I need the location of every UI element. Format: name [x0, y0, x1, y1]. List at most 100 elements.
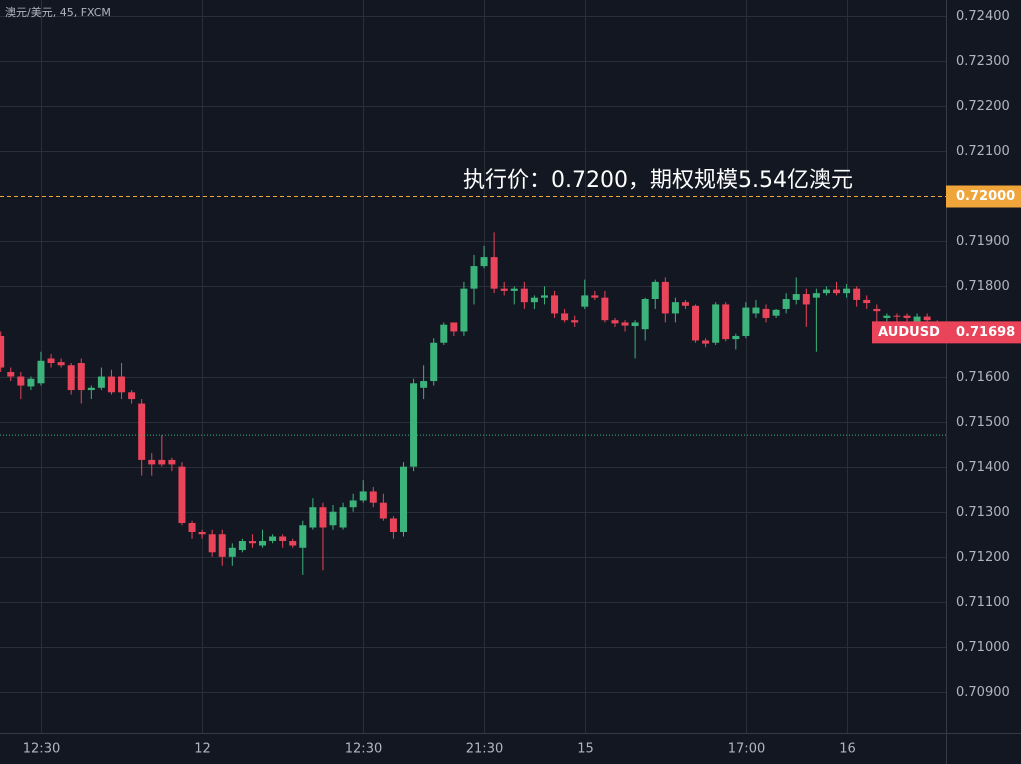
candle-body [772, 309, 780, 316]
candle-body [762, 308, 770, 318]
last-price-name-box [872, 321, 946, 344]
candle-body [319, 507, 327, 528]
candle-body [228, 547, 236, 557]
candle-body [158, 459, 166, 465]
candles [0, 196, 946, 575]
candle-body [651, 281, 659, 300]
candle-body [792, 294, 800, 300]
candle-body [450, 322, 458, 332]
candle-body [470, 266, 478, 289]
candle-body [692, 305, 700, 341]
candle-body [782, 299, 790, 309]
candle-body [752, 307, 760, 314]
candle-body [883, 315, 891, 318]
candle-body [248, 541, 256, 544]
candle-body [198, 532, 206, 535]
annotation: 执行价：0.7200，期权规模5.54亿澳元 [463, 168, 853, 193]
y-tick-label: 0.72100 [956, 144, 1010, 159]
candle-body [299, 525, 307, 548]
candle-body [571, 320, 579, 323]
candle-body [722, 304, 730, 340]
candle-body [500, 288, 508, 291]
candle-body [460, 288, 468, 332]
y-tick-label: 0.72300 [956, 54, 1010, 69]
candle-body [520, 288, 528, 303]
x-tick-label: 21:30 [466, 742, 503, 757]
grid [0, 0, 946, 733]
candle-body [37, 360, 45, 384]
last-price-box [946, 321, 1021, 344]
candle-body [893, 315, 901, 317]
candle-body [440, 324, 448, 343]
candle-body [97, 376, 105, 388]
candle-body [712, 304, 720, 343]
candle-body [87, 387, 95, 391]
candle-body [420, 381, 428, 388]
candle-body [611, 320, 619, 324]
x-tick-label: 12 [194, 742, 211, 757]
candle-body [17, 376, 25, 386]
y-tick-label: 0.71900 [956, 234, 1010, 249]
candle-body [269, 536, 277, 542]
candle-body [57, 362, 65, 366]
candle-body [843, 288, 851, 294]
candle-body [329, 511, 337, 526]
candle-body [379, 502, 387, 519]
candle-body [510, 288, 518, 291]
x-tick-label: 12:30 [23, 742, 60, 757]
candle-body [913, 316, 921, 323]
candle-body [7, 372, 15, 377]
candle-body [702, 340, 710, 344]
candle-body [349, 500, 357, 508]
candle-body [339, 507, 347, 528]
candle-body [148, 459, 156, 465]
candle-body [77, 363, 85, 391]
candle-body [410, 383, 418, 467]
y-tick-label: 0.72400 [956, 9, 1010, 24]
candle-body [188, 522, 196, 533]
candle-body [480, 257, 488, 267]
candle-body [732, 335, 740, 340]
y-tick-label: 0.71100 [956, 595, 1010, 610]
candle-body [289, 541, 297, 546]
candle-body [561, 313, 569, 321]
candle-body [0, 335, 5, 368]
candle-body [853, 288, 861, 300]
candle-body [279, 536, 287, 542]
candle-body [621, 322, 629, 326]
y-tick-label: 0.71200 [956, 550, 1010, 565]
candle-body [530, 297, 538, 303]
candle-body [812, 293, 820, 298]
candle-body [309, 507, 317, 528]
y-tick-label: 0.71400 [956, 460, 1010, 475]
candle-body [259, 541, 267, 546]
candle-body [238, 541, 246, 551]
candle-body [369, 491, 377, 503]
candle-body [128, 392, 136, 400]
candle-body [631, 322, 639, 327]
candle-body [641, 299, 649, 330]
candle-body [67, 365, 75, 391]
y-tick-label: 0.71800 [956, 279, 1010, 294]
chart-title: 澳元/美元, 45, FXCM [5, 6, 111, 19]
candle-body [802, 294, 810, 305]
last-price-label: 0.71698 [956, 325, 1015, 340]
candle-body [591, 295, 599, 298]
candle-body [671, 302, 679, 314]
x-tick-label: 17:00 [728, 742, 765, 757]
strike-label-box [946, 185, 1021, 208]
x-tick-label: 16 [839, 742, 856, 757]
candle-body [540, 295, 548, 298]
candle-body [661, 281, 669, 314]
candle-body [430, 342, 438, 382]
candle-body [923, 316, 931, 321]
y-tick-label: 0.71500 [956, 415, 1010, 430]
candle-body [389, 518, 397, 533]
y-tick-label: 0.71600 [956, 370, 1010, 385]
candle-body [218, 534, 226, 557]
candle-body [873, 308, 881, 312]
candle-body [27, 378, 35, 387]
candle-body [178, 466, 186, 523]
